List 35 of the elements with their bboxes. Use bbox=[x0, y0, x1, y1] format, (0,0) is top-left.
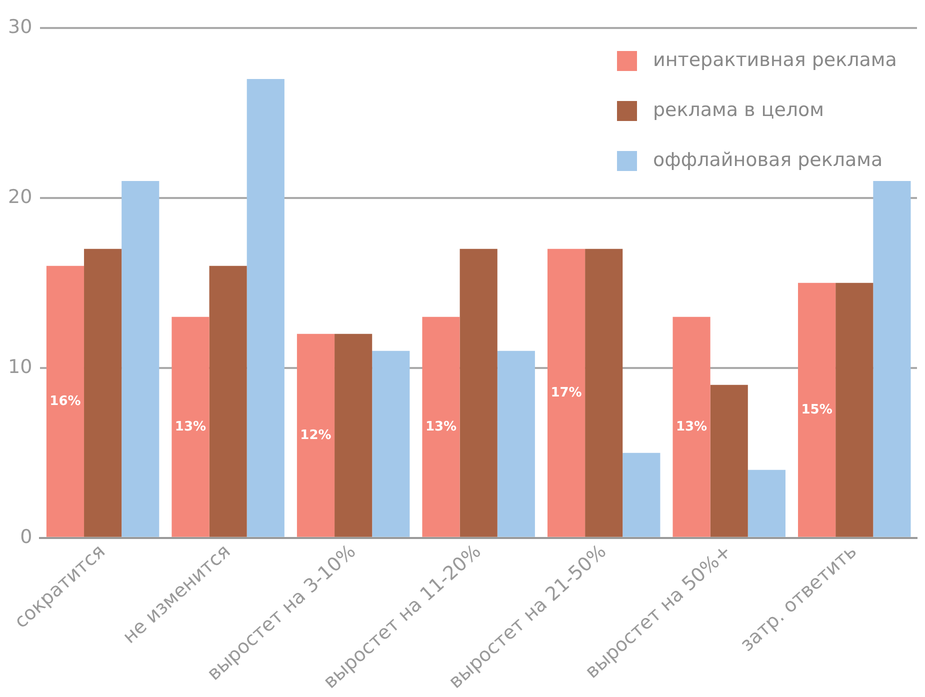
bar bbox=[622, 452, 660, 537]
bar bbox=[836, 282, 874, 537]
bar bbox=[372, 350, 410, 537]
data-label: 15% bbox=[801, 402, 832, 418]
data-label: 16% bbox=[50, 394, 81, 409]
bar bbox=[748, 470, 786, 537]
bar bbox=[497, 350, 535, 537]
data-label: 12% bbox=[300, 428, 332, 443]
bar bbox=[334, 334, 372, 537]
bar bbox=[873, 180, 911, 537]
bar bbox=[122, 180, 160, 537]
data-label: 13% bbox=[425, 419, 457, 434]
legend-label: оффлайновая реклама bbox=[653, 148, 883, 171]
data-label: 13% bbox=[676, 419, 708, 434]
bar bbox=[172, 316, 210, 537]
data-label: 17% bbox=[550, 385, 582, 400]
bar bbox=[84, 248, 122, 537]
y-tick-label: 30 bbox=[8, 16, 32, 38]
bar bbox=[422, 316, 460, 537]
y-tick-label: 20 bbox=[8, 186, 32, 208]
bar bbox=[209, 266, 247, 537]
legend-label: интерактивная реклама bbox=[653, 48, 897, 71]
bar bbox=[672, 316, 710, 537]
legend-label: реклама в целом bbox=[653, 98, 824, 121]
bar bbox=[547, 248, 586, 537]
bar bbox=[585, 248, 623, 537]
y-tick-label: 0 bbox=[20, 526, 32, 548]
data-label: 13% bbox=[174, 419, 206, 434]
bar bbox=[246, 78, 284, 537]
bar bbox=[296, 334, 335, 537]
bar bbox=[798, 282, 836, 537]
bar bbox=[710, 384, 748, 537]
bar bbox=[46, 266, 84, 537]
y-tick-label: 10 bbox=[8, 356, 32, 378]
bar bbox=[460, 248, 498, 537]
